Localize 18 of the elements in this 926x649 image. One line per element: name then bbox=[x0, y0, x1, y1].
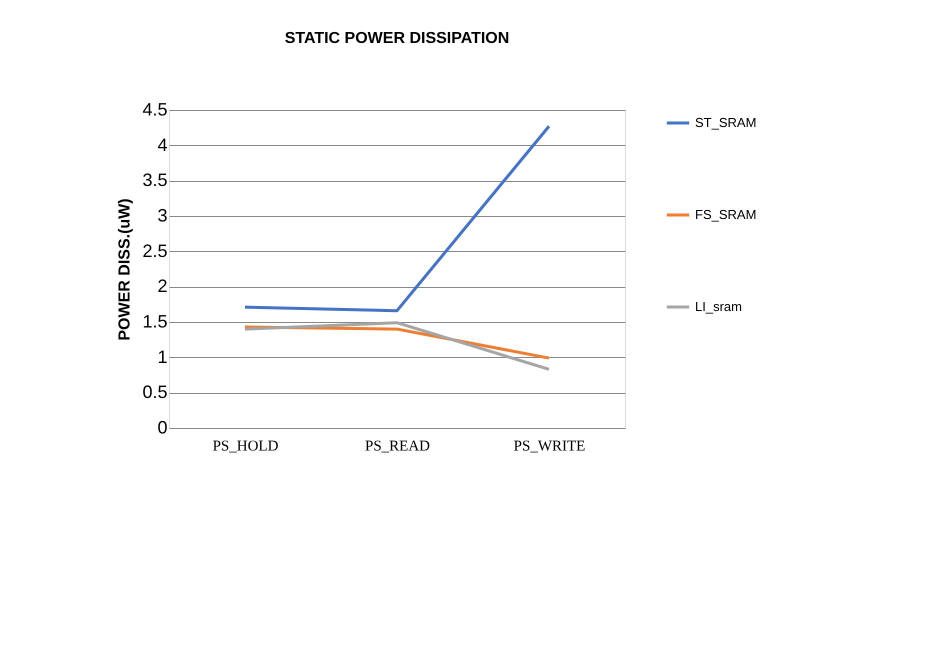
y-tick-label: 0 bbox=[157, 418, 168, 438]
legend-label: ST_SRAM bbox=[695, 115, 756, 130]
x-tick-label: PS_WRITE bbox=[514, 438, 586, 454]
x-tick-label: PS_READ bbox=[364, 438, 430, 454]
y-tick-label: 1.5 bbox=[142, 312, 168, 332]
chart-title: STATIC POWER DISSIPATION bbox=[284, 30, 510, 47]
legend-label: LI_sram bbox=[695, 299, 742, 314]
y-tick-label: 4.5 bbox=[142, 100, 168, 120]
y-tick-label: 3.5 bbox=[142, 170, 168, 190]
legend-label: FS_SRAM bbox=[695, 207, 756, 222]
y-tick-label: 1 bbox=[157, 346, 168, 367]
y-tick-label: 2.5 bbox=[142, 240, 168, 261]
y-tick-label: 3 bbox=[157, 206, 168, 226]
y-tick-label: 4 bbox=[157, 134, 168, 155]
x-tick-label: PS_HOLD bbox=[212, 438, 279, 454]
y-tick-label: 2 bbox=[157, 276, 168, 296]
y-tick-label: 0.5 bbox=[142, 382, 168, 402]
y-axis-title: POWER DISS.(uW) bbox=[116, 198, 134, 341]
